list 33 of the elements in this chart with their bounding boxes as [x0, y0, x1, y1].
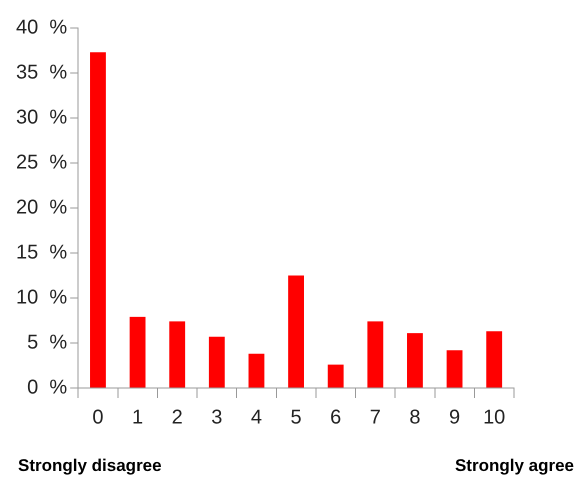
x-tick-label: 2 [172, 406, 183, 429]
bar [407, 333, 423, 388]
bar [328, 364, 344, 388]
y-tick-label: 20 % [16, 196, 68, 219]
text: Strongly agree [454, 456, 574, 476]
bar [130, 316, 146, 388]
x-tick-label: 10 [483, 406, 506, 429]
text: Strongly disagree [18, 456, 162, 476]
x-tick-label: 5 [290, 406, 302, 429]
bar [208, 336, 225, 388]
x-tick-label: 9 [449, 406, 460, 429]
bar [486, 331, 502, 388]
bar [248, 354, 264, 388]
x-tick-label: 0 [92, 406, 104, 429]
x-tick-label: 3 [211, 406, 222, 429]
y-tick-label: 10 % [16, 286, 68, 309]
bar [367, 321, 384, 388]
bar [169, 321, 186, 388]
y-tick-label: 40 % [16, 16, 68, 39]
x-tick-label: 4 [250, 406, 262, 429]
bar [288, 276, 304, 388]
x-tick-label: 1 [132, 406, 144, 429]
x-tick-label: 6 [330, 406, 342, 429]
y-tick-label: 35 % [16, 62, 68, 84]
x-tick-label: 7 [370, 406, 381, 429]
y-tick-label: 25 % [16, 152, 68, 174]
bar [446, 350, 462, 388]
y-tick-label: 0 % [27, 376, 68, 399]
bar [90, 52, 106, 388]
x-tick-label: 8 [409, 406, 421, 429]
y-tick-label: 5 % [27, 332, 68, 354]
y-tick-label: 15 % [16, 242, 68, 264]
y-tick-label: 30 % [16, 106, 68, 129]
